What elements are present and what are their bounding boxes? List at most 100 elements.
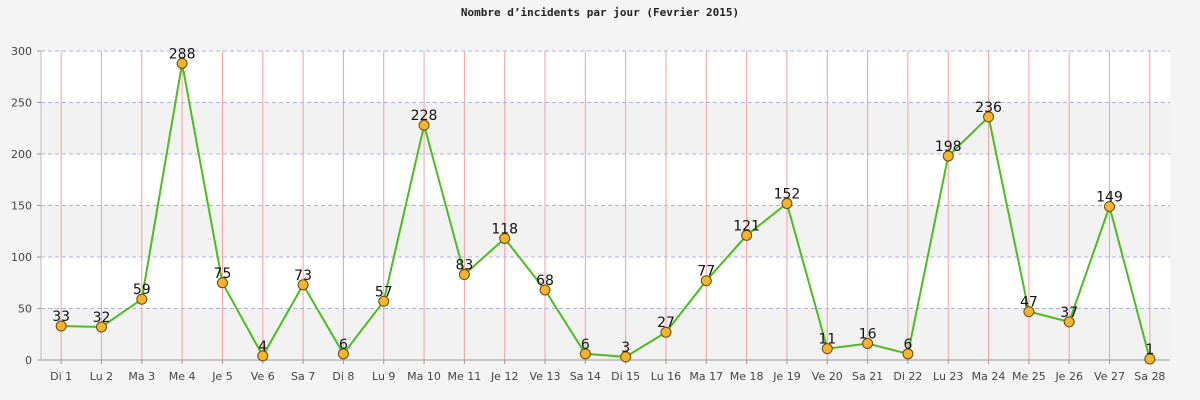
x-tick-label: Di 15 xyxy=(611,370,640,383)
x-tick-label: Ma 17 xyxy=(689,370,723,383)
data-label: 198 xyxy=(935,139,962,155)
data-label: 73 xyxy=(294,268,312,284)
data-point xyxy=(337,348,349,360)
y-tick-label: 250 xyxy=(11,97,32,110)
data-point xyxy=(579,348,591,360)
series-line xyxy=(61,63,1151,360)
x-tick-label: Di 1 xyxy=(50,370,72,383)
data-point xyxy=(942,150,954,162)
data-point xyxy=(257,350,269,362)
data-label: 47 xyxy=(1020,295,1038,311)
data-label: 32 xyxy=(93,310,111,326)
x-tick-label: Je 12 xyxy=(490,370,519,383)
data-point xyxy=(418,119,430,131)
plot-band xyxy=(41,308,1170,360)
x-tick-label: Ma 10 xyxy=(407,370,441,383)
data-label: 75 xyxy=(214,266,232,282)
data-point xyxy=(136,293,148,305)
data-point xyxy=(700,275,712,287)
plot-band xyxy=(41,205,1170,257)
data-label: 152 xyxy=(774,186,801,202)
x-tick-label: Sa 14 xyxy=(570,370,601,383)
data-point xyxy=(1144,353,1156,365)
x-tick-label: Ma 24 xyxy=(972,370,1006,383)
data-point xyxy=(458,269,470,281)
x-tick-label: Me 18 xyxy=(730,370,764,383)
plot-band xyxy=(41,257,1170,309)
x-tick-label: Lu 16 xyxy=(651,370,681,383)
data-label: 236 xyxy=(975,100,1002,116)
data-label: 228 xyxy=(411,108,438,124)
data-point xyxy=(499,232,511,244)
x-tick-label: Ve 6 xyxy=(251,370,275,383)
data-label: 149 xyxy=(1096,190,1123,206)
data-label: 1 xyxy=(1145,342,1154,358)
data-point xyxy=(176,57,188,69)
x-tick-label: Lu 23 xyxy=(933,370,963,383)
data-point xyxy=(216,277,228,289)
plot-band xyxy=(41,154,1170,206)
data-label: 68 xyxy=(536,273,554,289)
x-tick-label: Sa 7 xyxy=(291,370,315,383)
data-point xyxy=(297,279,309,291)
data-label: 16 xyxy=(859,327,877,343)
data-point xyxy=(902,348,914,360)
data-label: 83 xyxy=(455,258,473,274)
data-point xyxy=(620,351,632,363)
data-label: 6 xyxy=(581,337,590,353)
data-point xyxy=(821,343,833,355)
data-label: 288 xyxy=(169,46,196,62)
data-point xyxy=(55,320,67,332)
data-point xyxy=(1063,316,1075,328)
x-tick-label: Di 22 xyxy=(893,370,922,383)
data-label: 57 xyxy=(375,284,393,300)
data-label: 4 xyxy=(258,339,267,355)
data-point xyxy=(660,326,672,338)
plot-band xyxy=(41,102,1170,154)
data-label: 121 xyxy=(733,218,760,234)
data-point xyxy=(539,284,551,296)
data-label: 33 xyxy=(52,309,70,325)
x-tick-label: Ma 3 xyxy=(128,370,155,383)
chart-title: Nombre d’incidents par jour (Fevrier 201… xyxy=(460,6,740,19)
data-point xyxy=(378,295,390,307)
x-tick-label: Di 8 xyxy=(332,370,354,383)
x-tick-label: Me 25 xyxy=(1012,370,1046,383)
x-tick-label: Sa 21 xyxy=(852,370,883,383)
x-tick-label: Ve 20 xyxy=(812,370,843,383)
x-tick-label: Je 26 xyxy=(1054,370,1083,383)
data-point xyxy=(862,338,874,350)
data-point xyxy=(95,321,107,333)
x-tick-label: Ve 27 xyxy=(1094,370,1125,383)
y-tick-label: 0 xyxy=(25,354,32,367)
x-tick-label: Me 4 xyxy=(169,370,196,383)
data-point xyxy=(781,197,793,209)
x-tick-label: Me 11 xyxy=(447,370,481,383)
data-point xyxy=(983,111,995,123)
y-tick-label: 100 xyxy=(11,251,32,264)
x-tick-label: Lu 2 xyxy=(90,370,113,383)
x-tick-label: Ve 13 xyxy=(530,370,561,383)
x-tick-label: Sa 28 xyxy=(1134,370,1165,383)
plot-band xyxy=(41,51,1170,103)
data-label: 3 xyxy=(621,340,630,356)
y-tick-label: 50 xyxy=(18,303,32,316)
data-label: 27 xyxy=(657,315,675,331)
x-tick-label: Je 19 xyxy=(772,370,801,383)
data-point xyxy=(1023,306,1035,318)
data-label: 6 xyxy=(339,337,348,353)
data-label: 118 xyxy=(491,221,518,237)
x-tick-label: Lu 9 xyxy=(372,370,395,383)
y-tick-label: 150 xyxy=(11,200,32,213)
data-label: 11 xyxy=(818,332,836,348)
y-tick-label: 200 xyxy=(11,148,32,161)
data-label: 59 xyxy=(133,282,151,298)
x-tick-label: Je 5 xyxy=(211,370,233,383)
data-label: 6 xyxy=(903,337,912,353)
data-label: 77 xyxy=(697,264,715,280)
data-point xyxy=(741,229,753,241)
y-tick-label: 300 xyxy=(11,45,32,58)
data-point xyxy=(1104,201,1116,213)
